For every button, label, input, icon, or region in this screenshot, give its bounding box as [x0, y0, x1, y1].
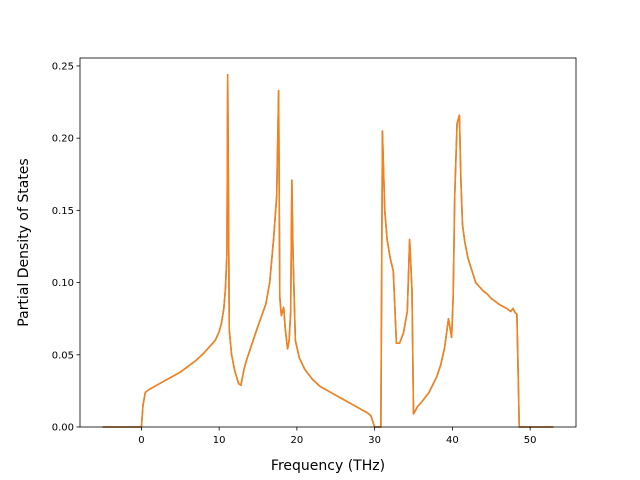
series-line: [102, 73, 554, 428]
x-tick-label: 20: [291, 435, 304, 446]
axis-ticks: 0 10 20 30 40 50 0.00 0.05 0.10 0.15 0.20 0.25: [52, 61, 537, 446]
x-axis-label: Frequency (THz): [271, 458, 385, 474]
x-tick-label: 40: [446, 435, 459, 446]
axes-frame: [79, 57, 577, 428]
x-tick-label: 50: [524, 435, 537, 446]
y-tick-label: 0.15: [52, 206, 74, 217]
y-axis-label: Partial Density of States: [16, 158, 32, 326]
y-tick-label: 0.00: [52, 423, 74, 434]
x-tick-label: 0: [138, 435, 144, 446]
plot-area: [102, 73, 554, 428]
y-tick-label: 0.10: [52, 278, 74, 289]
x-tick-label: 30: [368, 435, 381, 446]
y-tick-label: 0.25: [52, 61, 74, 72]
x-tick-label: 10: [213, 435, 226, 446]
y-tick-label: 0.20: [52, 134, 74, 145]
y-tick-label: 0.05: [52, 350, 74, 361]
